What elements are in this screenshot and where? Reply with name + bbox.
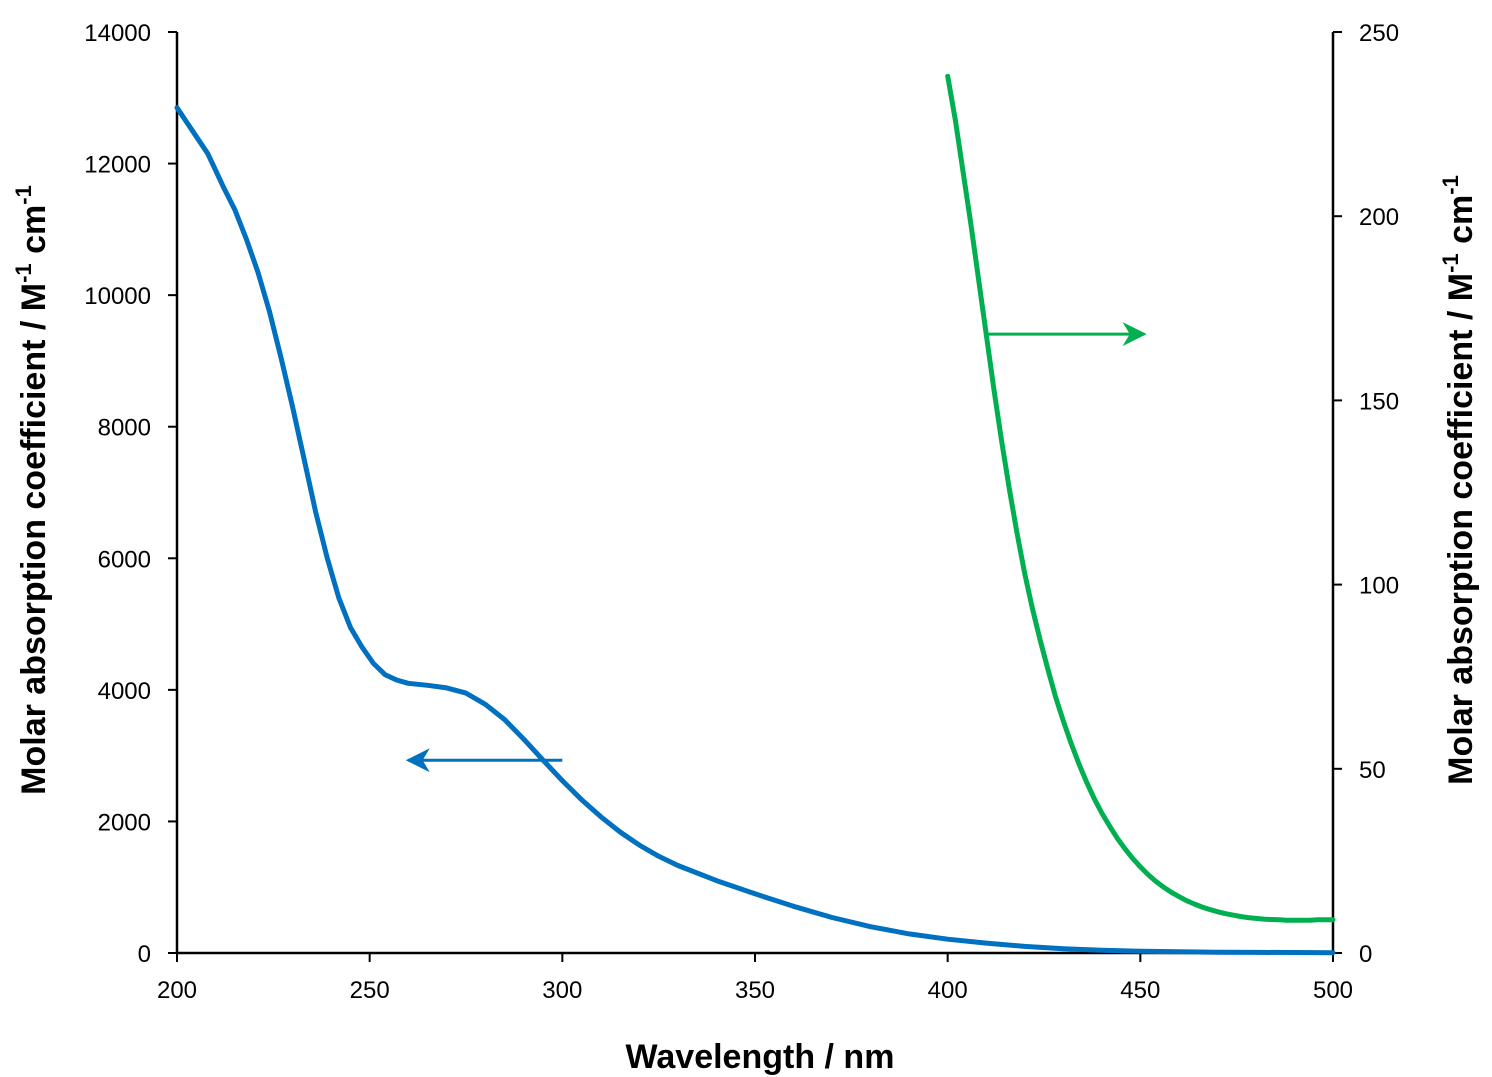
y2-axis-title-main: Molar absorption coefficient / M — [1442, 273, 1480, 785]
y2-tick-label: 50 — [1359, 757, 1386, 784]
y2-axis-title-mid: cm — [1442, 195, 1480, 254]
y-tick-label: 4000 — [98, 678, 151, 705]
y-tick-label: 14000 — [84, 20, 151, 47]
y-tick-label: 0 — [138, 941, 151, 968]
y-tick-label: 12000 — [84, 152, 151, 179]
annotations — [405, 322, 1147, 773]
x-tick-label: 450 — [1120, 977, 1160, 1004]
y-tick-label: 8000 — [98, 415, 151, 442]
x-tick-label: 500 — [1313, 977, 1353, 1004]
y-axis-title-sup2: -1 — [11, 185, 36, 205]
y2-axis-title-sup1: -1 — [1438, 253, 1463, 273]
y2-tick-label: 0 — [1359, 941, 1372, 968]
x-tick-label: 250 — [350, 977, 390, 1004]
series-layer — [174, 73, 1336, 956]
y2-tick-label: 150 — [1359, 388, 1399, 415]
y2-axis-title-sup2: -1 — [1438, 175, 1463, 195]
y2-tick-label: 200 — [1359, 204, 1399, 231]
axes — [175, 32, 1335, 955]
y-axis-title: Molar absorption coefficient / M-1 cm-1 — [11, 185, 53, 795]
y-axis-title-main: Molar absorption coefficient / M — [15, 283, 53, 795]
y-tick-label: 6000 — [98, 546, 151, 573]
y2-tick-label: 250 — [1359, 20, 1399, 47]
y-tick-label: 10000 — [84, 283, 151, 310]
x-tick-label: 400 — [928, 977, 968, 1004]
x-tick-label: 200 — [157, 977, 197, 1004]
x-tick-label: 350 — [735, 977, 775, 1004]
ticks: 200 250 300 350 400 450 5000200040006000800010… — [84, 20, 1399, 1004]
y-tick-label: 2000 — [98, 809, 151, 836]
y-axis-title-mid: cm — [15, 205, 53, 264]
x-axis-title: Wavelength / nm — [626, 1038, 895, 1076]
x-tick-label: 300 — [542, 977, 582, 1004]
y2-axis-title: Molar absorption coefficient / M-1 cm-1 — [1438, 175, 1480, 785]
y-axis-title-sup1: -1 — [11, 263, 36, 283]
series-line-right-axis — [945, 73, 1336, 923]
y2-tick-label: 100 — [1359, 573, 1399, 600]
series-line-left-axis — [174, 105, 1336, 956]
